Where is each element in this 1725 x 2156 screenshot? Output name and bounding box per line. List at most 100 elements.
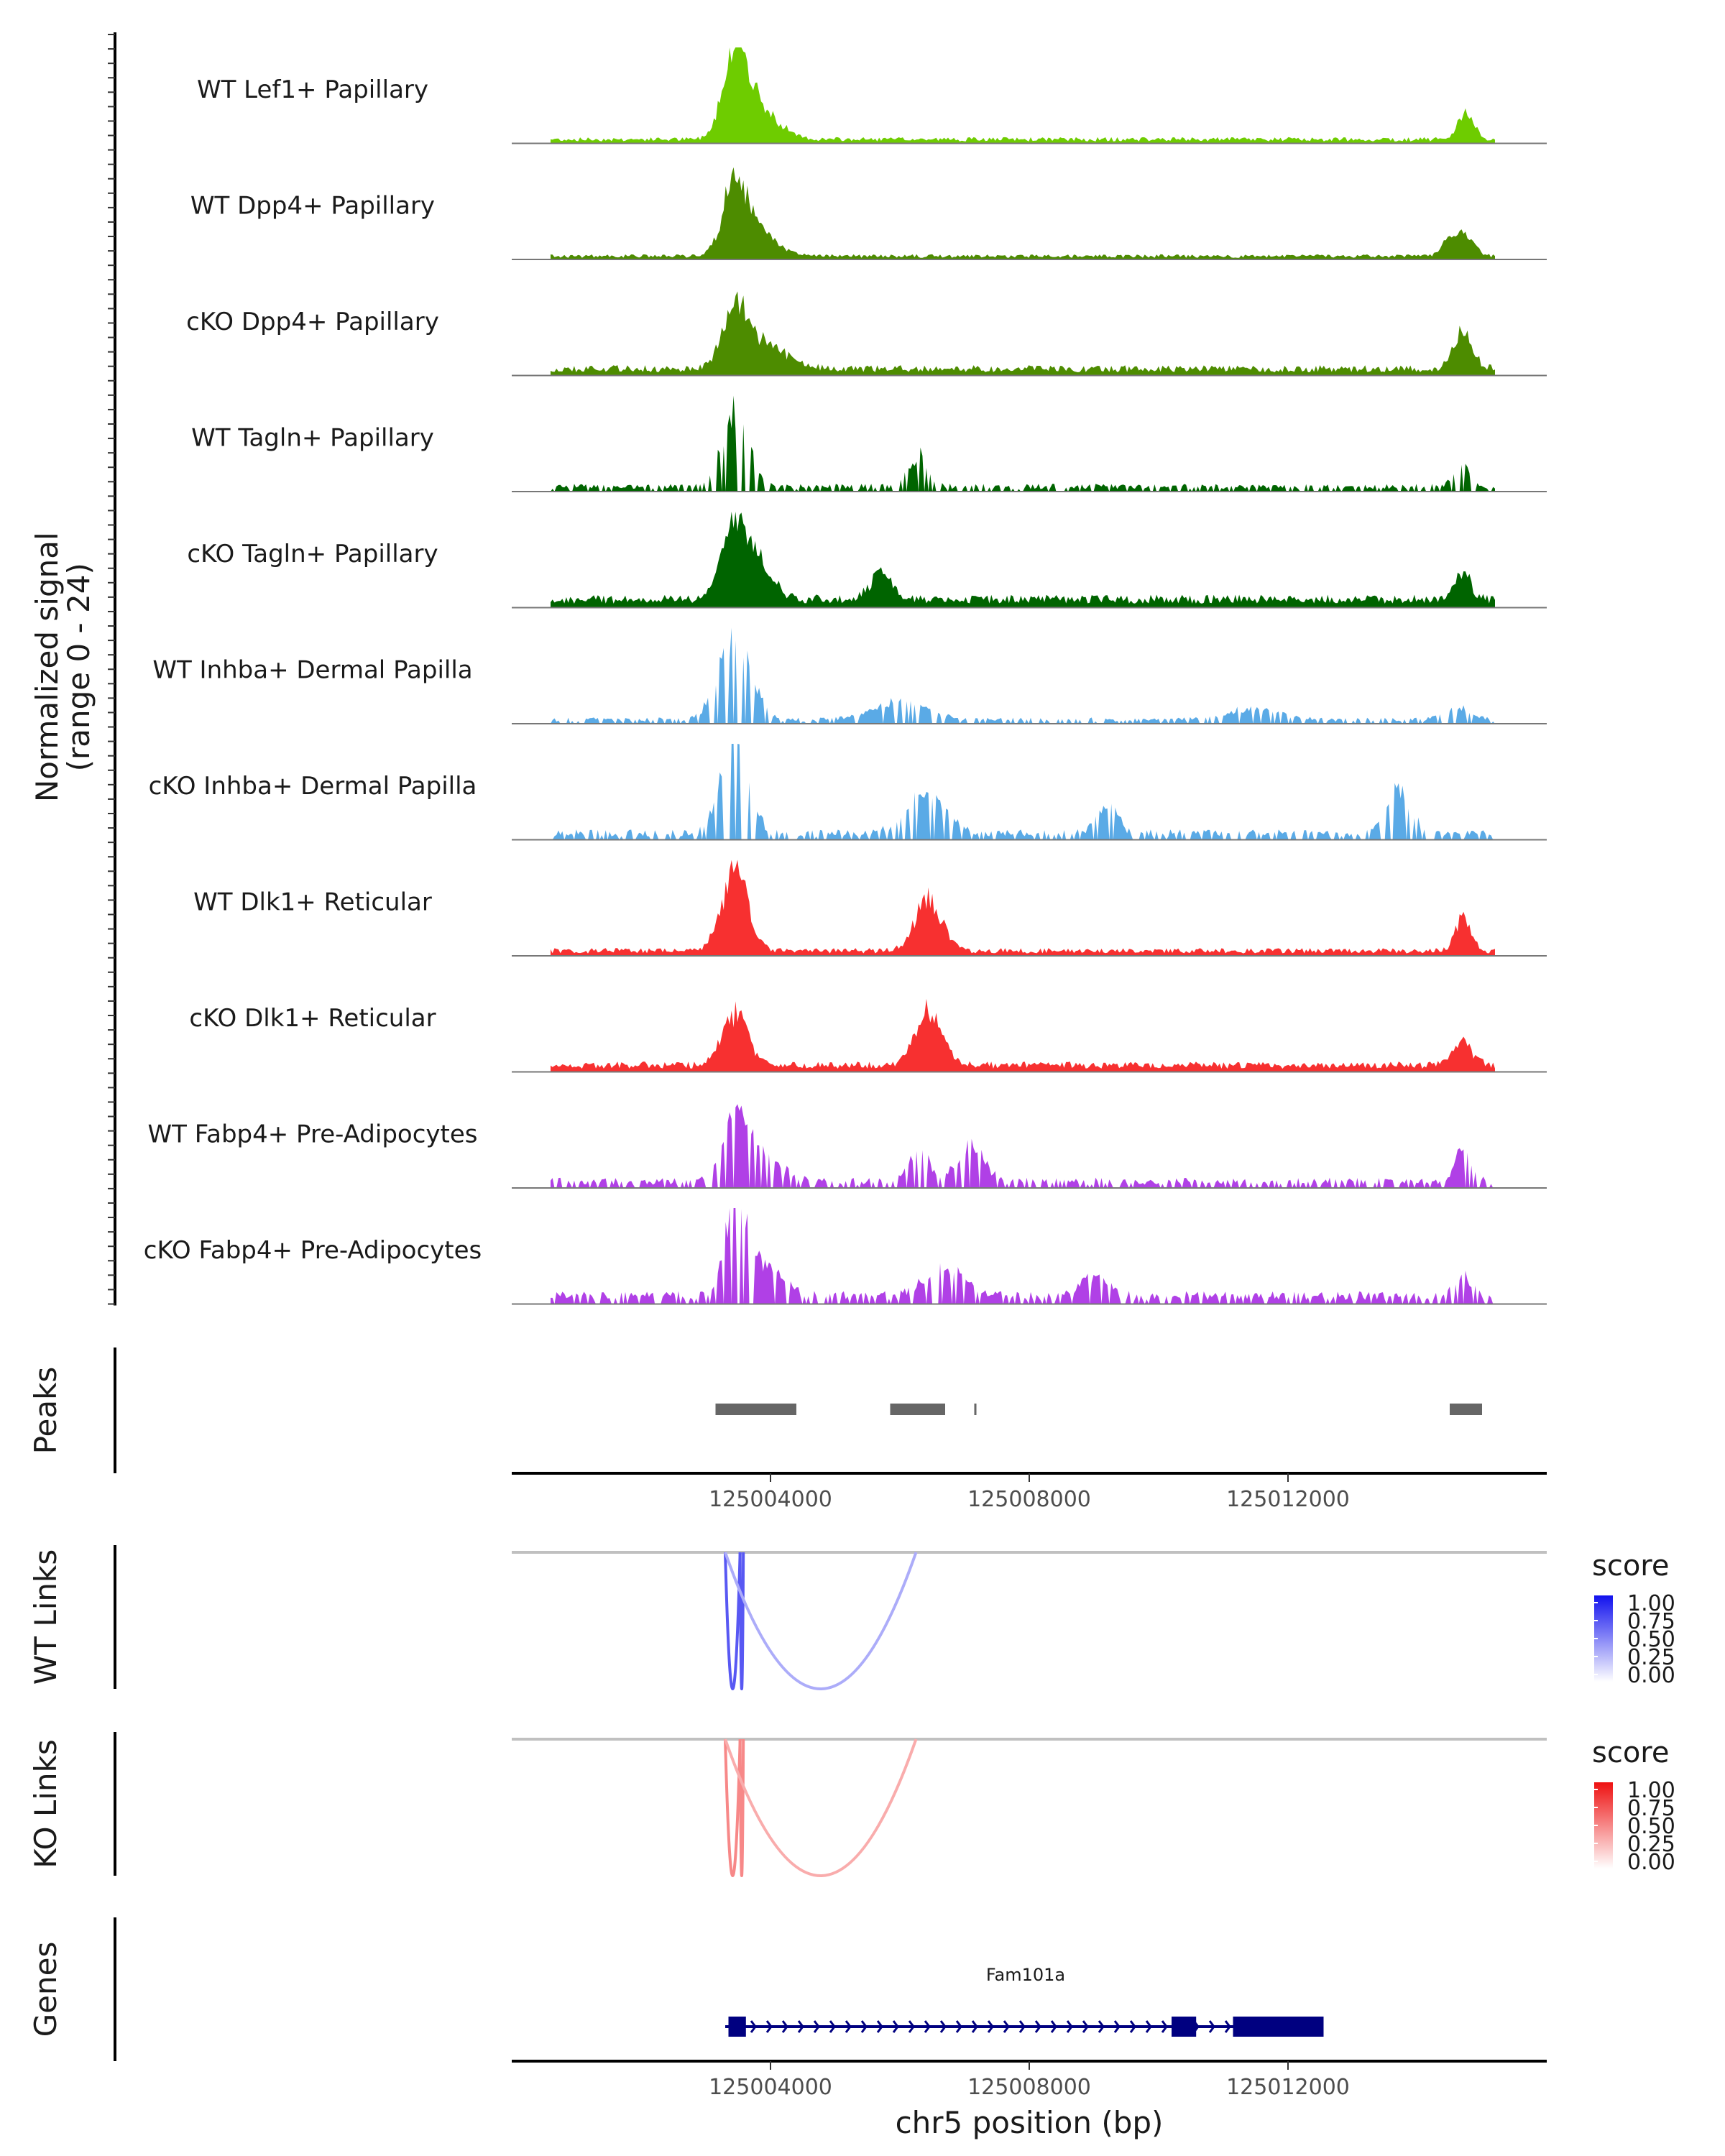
strand-arrow <box>939 2020 947 2033</box>
strand-arrow <box>1145 2020 1152 2033</box>
exon <box>1172 2017 1197 2037</box>
x-tick-label: 125012000 <box>1226 2075 1350 2100</box>
x-tick-label: 125004000 <box>709 2075 832 2100</box>
coverage-track: WT Lef1+ Papillary <box>197 47 1547 144</box>
track-label: cKO Dlk1+ Reticular <box>189 1004 436 1033</box>
strand-arrow <box>971 2020 978 2033</box>
links-track: KO Links score 1.000.750.500.250.00 <box>28 1732 1675 1877</box>
strand-arrow <box>845 2020 852 2033</box>
strand-arrow <box>876 2020 883 2033</box>
coverage-track: cKO Fabp4+ Pre-Adipocytes <box>144 1208 1547 1305</box>
strand-arrow <box>813 2020 820 2033</box>
track-label: WT Dlk1+ Reticular <box>193 888 432 917</box>
x-axis-label: chr5 position (bp) <box>896 2105 1164 2140</box>
track-label: WT Fabp4+ Pre-Adipocytes <box>148 1120 478 1149</box>
track-label: cKO Tagln+ Papillary <box>187 540 438 568</box>
track-label: WT Lef1+ Papillary <box>197 75 428 104</box>
strand-arrow <box>1066 2020 1073 2033</box>
genes-label: Genes <box>28 1942 63 2037</box>
strand-arrow <box>797 2020 804 2033</box>
track-label: WT Tagln+ Papillary <box>191 424 434 453</box>
strand-arrow <box>750 2020 757 2033</box>
strand-arrow <box>1018 2020 1026 2033</box>
x-tick-label: 125012000 <box>1226 1487 1350 1512</box>
track-label: WT Dpp4+ Papillary <box>190 192 435 221</box>
peak-region <box>890 1404 945 1415</box>
link-arc <box>738 1738 745 1877</box>
strand-arrow <box>908 2020 915 2033</box>
legend-tick-label: 1.00 <box>1627 1778 1675 1803</box>
links-track: WT Links score 1.000.750.500.250.00 <box>28 1545 1675 1690</box>
strand-arrow <box>1082 2020 1089 2033</box>
strand-arrow <box>1161 2020 1168 2033</box>
strand-arrow <box>892 2020 899 2033</box>
strand-arrow <box>829 2020 836 2033</box>
coverage-track: cKO Inhba+ Dermal Papilla <box>149 744 1547 841</box>
link-arc <box>724 1552 742 1690</box>
exon <box>728 2017 746 2037</box>
x-tick-label: 125004000 <box>709 1487 832 1512</box>
peaks-label: Peaks <box>28 1367 63 1455</box>
coverage-panel: Normalized signal(range 0 - 24) WT Lef1+ … <box>29 32 1547 1306</box>
strand-arrow <box>987 2020 994 2033</box>
coverage-track: WT Fabp4+ Pre-Adipocytes <box>148 1104 1547 1189</box>
coverage-area <box>551 860 1495 956</box>
coverage-track: cKO Dpp4+ Papillary <box>186 291 1547 377</box>
links-label: KO Links <box>28 1739 63 1869</box>
x-tick-label: 125008000 <box>967 1487 1091 1512</box>
strand-arrow <box>955 2020 962 2033</box>
coverage-track: cKO Dlk1+ Reticular <box>189 998 1547 1073</box>
link-arc <box>724 1738 742 1877</box>
coverage-area <box>551 1208 1495 1304</box>
legend-tick-label: 0.75 <box>1627 1796 1675 1821</box>
strand-arrow <box>765 2020 773 2033</box>
strand-arrow <box>1113 2020 1121 2033</box>
peak-region <box>715 1404 796 1415</box>
coverage-area <box>551 167 1495 259</box>
exon <box>1233 2017 1324 2037</box>
coverage-y-label: (range 0 - 24) <box>61 563 96 771</box>
coverage-track: cKO Tagln+ Papillary <box>187 512 1547 609</box>
gene-name: Fam101a <box>986 1965 1065 1985</box>
legend-title: score <box>1592 1736 1669 1769</box>
track-label: cKO Fabp4+ Pre-Adipocytes <box>144 1236 482 1265</box>
link-arc <box>724 1552 918 1690</box>
legend-tick-label: 0.50 <box>1627 1814 1675 1839</box>
track-label: WT Inhba+ Dermal Papilla <box>152 656 472 685</box>
coverage-track: WT Dlk1+ Reticular <box>193 860 1547 957</box>
track-label: cKO Inhba+ Dermal Papilla <box>149 772 477 801</box>
link-arc <box>738 1552 745 1690</box>
strand-arrow <box>1003 2020 1010 2033</box>
legend-title: score <box>1592 1549 1669 1583</box>
strand-arrow <box>1129 2020 1136 2033</box>
strand-arrow <box>1208 2020 1215 2033</box>
legend-tick-label: 0.00 <box>1627 1850 1675 1875</box>
coverage-track: WT Inhba+ Dermal Papilla <box>152 627 1547 724</box>
coverage-area <box>551 998 1495 1072</box>
peak-region <box>1450 1404 1482 1415</box>
legend-tick-label: 0.00 <box>1627 1663 1675 1688</box>
strand-arrow <box>1224 2020 1231 2033</box>
strand-arrow <box>860 2020 868 2033</box>
coverage-area <box>551 291 1495 376</box>
coverage-area <box>551 1104 1495 1188</box>
coverage-track: WT Dpp4+ Papillary <box>190 167 1547 260</box>
coverage-area <box>551 627 1495 724</box>
strand-arrow <box>781 2020 788 2033</box>
coverage-area <box>551 395 1495 492</box>
genes-panel: Genes Fam101a 125004000 125008000 125012000 c… <box>28 1917 1547 2140</box>
peak-region <box>974 1404 977 1415</box>
legend-tick-label: 0.25 <box>1627 1645 1675 1670</box>
coverage-area <box>551 47 1495 144</box>
strand-arrow <box>1034 2020 1041 2033</box>
coverage-track: WT Tagln+ Papillary <box>191 395 1547 492</box>
legend-tick-label: 0.25 <box>1627 1832 1675 1857</box>
links-label: WT Links <box>28 1549 63 1685</box>
legend-tick-label: 0.75 <box>1627 1609 1675 1634</box>
peaks-panel: Peaks 125004000 125008000 125012000 <box>28 1348 1547 1512</box>
strand-arrow <box>1098 2020 1105 2033</box>
coverage-y-label: Normalized signal <box>29 532 65 802</box>
legend-tick-label: 0.50 <box>1627 1627 1675 1652</box>
